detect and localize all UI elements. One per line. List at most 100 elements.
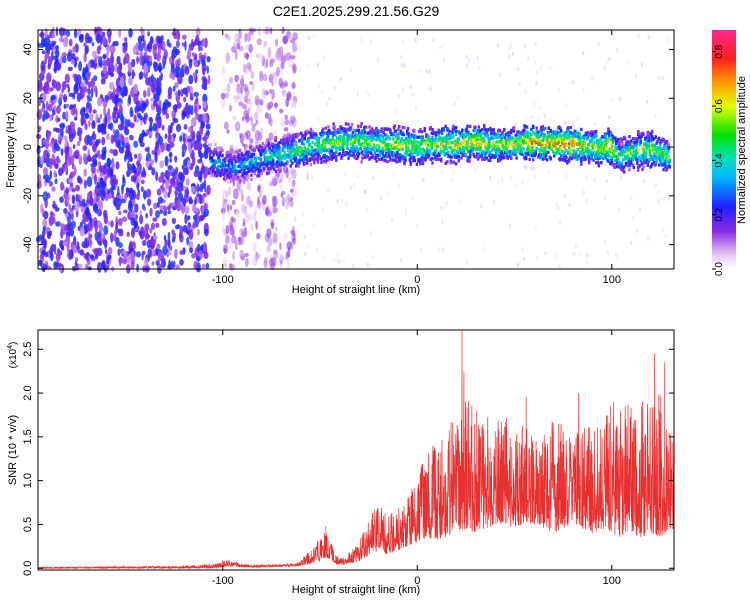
signal-cell (553, 130, 557, 134)
noise-speck (544, 251, 547, 256)
noise-cell (36, 180, 42, 190)
noise-cell (179, 178, 184, 188)
signal-cell (340, 130, 343, 134)
noise-cell (106, 256, 110, 265)
signal-cell (354, 133, 357, 137)
noise-speck (606, 250, 609, 255)
noise-cell (150, 238, 154, 246)
noise-speck (364, 90, 368, 96)
signal-cell (548, 134, 551, 138)
signal-cell (492, 128, 495, 132)
signal-cell (538, 153, 541, 157)
noise-cell (202, 136, 208, 142)
noise-cell (286, 93, 292, 98)
noise-cell (240, 78, 244, 87)
noise-cell (194, 196, 197, 205)
noise-cell (279, 242, 282, 250)
signal-cell (521, 129, 524, 133)
noise-cell (137, 189, 141, 196)
signal-cell (442, 128, 446, 132)
noise-speck (607, 115, 611, 120)
signal-cell (446, 139, 449, 143)
signal-cell (283, 142, 286, 146)
signal-cell (549, 129, 552, 133)
signal-cell (453, 129, 456, 134)
noise-cell (40, 30, 44, 39)
signal-cell (489, 150, 492, 154)
signal-cell (321, 147, 324, 151)
signal-cell (434, 140, 437, 144)
noise-speck (530, 166, 533, 171)
signal-cell (265, 150, 268, 154)
signal-cell (598, 147, 601, 151)
signal-cell (458, 131, 461, 135)
signal-cell (420, 147, 423, 151)
signal-cell (473, 155, 476, 159)
signal-cell (421, 135, 425, 139)
noise-cell (113, 201, 117, 207)
noise-speck (617, 207, 620, 213)
signal-cell (361, 129, 364, 133)
signal-cell (307, 136, 311, 140)
signal-cell (249, 145, 252, 149)
noise-cell (86, 102, 90, 109)
noise-cell (161, 124, 165, 131)
noise-cell (126, 231, 130, 237)
noise-cell (71, 188, 76, 193)
signal-cell (528, 140, 531, 144)
signal-cell (324, 126, 327, 130)
signal-cell (309, 150, 313, 154)
signal-cell (359, 124, 362, 129)
signal-cell (572, 139, 575, 143)
signal-cell (362, 143, 365, 147)
noise-cell (281, 190, 286, 195)
signal-cell (586, 150, 589, 154)
signal-cell (307, 131, 311, 135)
noise-speck (339, 76, 342, 82)
signal-cell (588, 149, 592, 153)
noise-cell (155, 260, 160, 266)
signal-cell (602, 148, 606, 152)
noise-speck (468, 58, 471, 64)
signal-cell (456, 146, 460, 150)
signal-cell (420, 151, 423, 155)
noise-speck (634, 73, 638, 79)
signal-cell (301, 137, 305, 141)
noise-speck (497, 180, 500, 185)
noise-cell (257, 253, 261, 260)
signal-cell (456, 152, 460, 156)
signal-cell (490, 148, 494, 152)
signal-cell (451, 141, 454, 145)
noise-cell (85, 251, 90, 262)
noise-speck (327, 188, 330, 194)
signal-cell (504, 155, 508, 159)
signal-cell (300, 146, 304, 151)
noise-cell (102, 31, 106, 37)
signal-cell (544, 150, 547, 154)
signal-cell (270, 166, 273, 170)
signal-cell (430, 142, 433, 147)
signal-cell (528, 157, 531, 161)
signal-cell (401, 154, 404, 158)
signal-cell (563, 140, 566, 144)
noise-cell (93, 248, 99, 256)
noise-cell (187, 142, 191, 152)
signal-cell (368, 125, 371, 129)
noise-speck (450, 177, 453, 183)
noise-cell (87, 81, 92, 89)
signal-cell (409, 162, 412, 166)
noise-cell (39, 254, 44, 260)
noise-cell (127, 61, 133, 73)
signal-cell (420, 130, 424, 134)
noise-cell (109, 148, 115, 154)
noise-cell (183, 96, 187, 103)
signal-cell (211, 158, 215, 163)
signal-cell (361, 156, 364, 160)
signal-cell (588, 141, 592, 145)
noise-cell (226, 129, 230, 134)
signal-cell (466, 124, 469, 128)
signal-cell (343, 127, 347, 131)
signal-cell (399, 130, 403, 134)
signal-cell (300, 155, 303, 160)
signal-cell (418, 144, 421, 148)
